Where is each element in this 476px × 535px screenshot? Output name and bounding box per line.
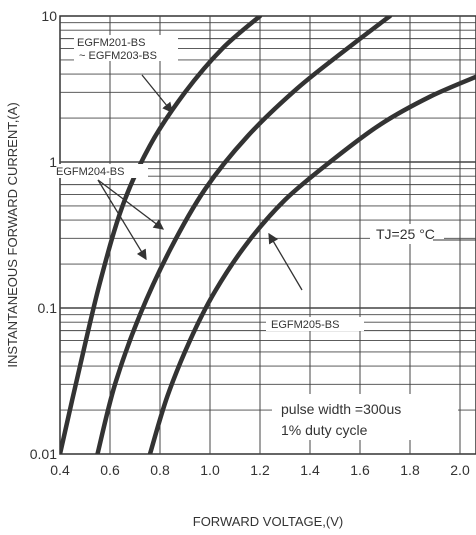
- annotation-arrows: [97, 74, 303, 291]
- label-201-bg: [74, 35, 178, 61]
- label-204-bg: [52, 164, 148, 178]
- series-line-2: [95, 16, 393, 454]
- series-line-1: [60, 16, 263, 454]
- x-tick-label: 1.8: [400, 462, 420, 478]
- y-tick-label: 0.1: [38, 300, 58, 316]
- label-201: EGFM201-BS: [77, 37, 145, 49]
- y-tick-label: 10: [41, 8, 57, 24]
- label-204: EGFM204-BS: [56, 166, 124, 178]
- y-tick-label: 0.01: [30, 446, 57, 462]
- curves: [60, 16, 476, 454]
- x-tick-label: 0.6: [100, 462, 120, 478]
- arrow-204-a: [97, 179, 165, 230]
- annotation-labels: EGFM201-BS ~ EGFM203-BS EGFM204-BS EGFM2…: [52, 35, 476, 440]
- series-line-3: [147, 74, 476, 454]
- label-205: EGFM205-BS: [271, 319, 339, 331]
- arrow-201: [141, 74, 173, 114]
- duty-cycle-label: 1% duty cycle: [281, 422, 368, 438]
- plot-frame: [59, 15, 476, 455]
- label-203: ~ EGFM203-BS: [79, 50, 157, 62]
- x-tick-label: 1.0: [200, 462, 220, 478]
- pulse-width-label: pulse width =300us: [281, 401, 401, 417]
- x-tick-label: 1.2: [250, 462, 270, 478]
- x-tick-label: 0.8: [150, 462, 170, 478]
- x-tick-label: 2.0: [450, 462, 470, 478]
- x-tick-label: 1.4: [300, 462, 320, 478]
- pulse-bg: [272, 394, 458, 440]
- x-tick-label: 1.6: [350, 462, 370, 478]
- arrow-204-b: [97, 179, 147, 261]
- x-tick-label: 0.4: [50, 462, 70, 478]
- temperature-bg: [370, 224, 444, 244]
- temperature-label: TJ=25 °C: [376, 226, 435, 242]
- y-axis-title: INSTANTANEOUS FORWARD CURRENT,(A): [5, 102, 20, 367]
- label-205-bg: [266, 317, 364, 331]
- arrow-205: [268, 232, 303, 291]
- x-axis-title: FORWARD VOLTAGE,(V): [193, 514, 343, 529]
- tick-labels: 0.4 0.6 0.8 1.0 1.2 1.4 1.6 1.8 2.0 0.01 0.1 1 10: [30, 8, 470, 478]
- y-tick-label: 1: [49, 154, 57, 170]
